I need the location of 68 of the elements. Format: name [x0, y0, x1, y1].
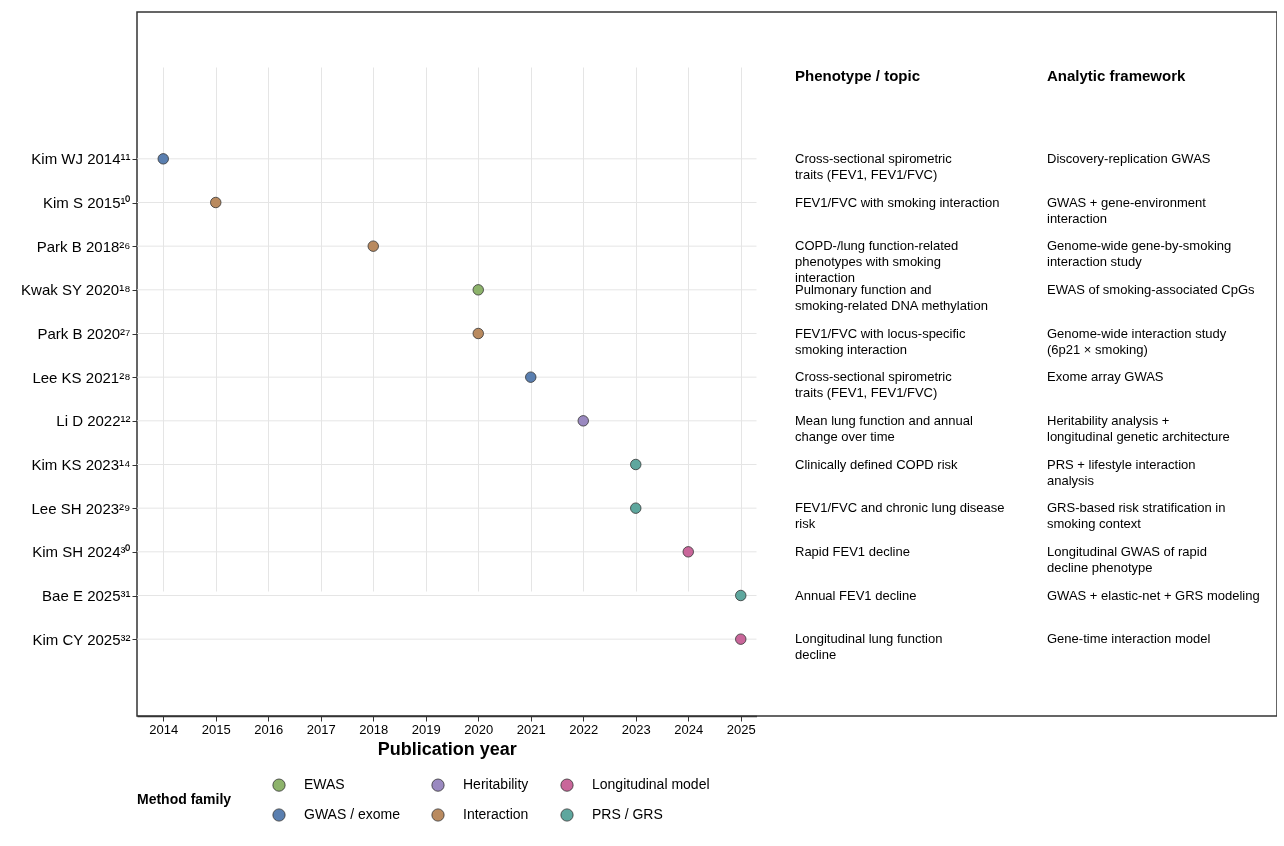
point	[210, 196, 222, 209]
text: Longitudinal GWAS of rapid decline phenotype	[1047, 543, 1207, 575]
x-tick-label: 2024	[674, 721, 704, 737]
y-tick-label: Bae E 2025³¹	[42, 587, 131, 604]
y-tick-label: Lee KS 2021²⁸	[32, 368, 131, 386]
x-tick-label: 2018	[359, 721, 389, 737]
point	[472, 327, 484, 340]
text: EWAS of smoking-associated CpGs	[1047, 281, 1256, 297]
text: Genome-wide gene-by-smoking interaction study	[1047, 238, 1232, 270]
point	[367, 240, 379, 252]
x-tick-label: 2020	[464, 721, 494, 737]
text: Analytic framework	[1047, 67, 1187, 84]
text: Rapid FEV1 decline	[795, 543, 910, 559]
point	[472, 284, 484, 296]
legend-label: EWAS	[304, 776, 345, 793]
y-tick-label: Kim S 2015¹⁰	[42, 194, 131, 211]
x-axis-title: Publication year	[377, 738, 517, 759]
text: FEV1/FVC with smoking interaction	[795, 194, 1000, 210]
text: Clinically defined COPD risk	[795, 456, 959, 472]
x-tick-label: 2015	[201, 721, 231, 737]
y-tick-label: Kim CY 2025³²	[32, 630, 131, 648]
text: Genome-wide interaction study (6p21 × smoking)	[1047, 325, 1227, 357]
point	[682, 546, 694, 558]
x-tick-label: 2021	[516, 721, 546, 737]
y-tick-label: Park B 2020²⁷	[37, 325, 131, 342]
x-tick-label: 2014	[149, 721, 179, 737]
x-tick-label: 2025	[726, 721, 756, 737]
y-tick-label: Kim SH 2024³⁰	[32, 543, 131, 561]
legend-label: Longitudinal model	[592, 776, 710, 793]
text: GWAS + gene-environment interaction	[1047, 194, 1207, 226]
text: Phenotype / topic	[795, 67, 921, 84]
text: FEV1/FVC with locus-specific smoking interaction	[795, 325, 966, 357]
x-tick-label: 2023	[621, 721, 651, 737]
text: Mean lung function and annual change over time	[795, 412, 973, 444]
text: Heritability analysis + longitudinal genetic architecture	[1047, 412, 1230, 444]
point	[630, 502, 642, 514]
text: Exome array GWAS	[1047, 369, 1164, 385]
text: Longitudinal lung function decline	[795, 631, 943, 663]
point	[630, 458, 642, 471]
legend-label: Interaction	[463, 806, 529, 822]
point	[735, 589, 747, 602]
text: Cross-sectional spirometric traits (FEV1, FEV1/FVC)	[795, 150, 953, 182]
legend-label: Heritability	[463, 776, 529, 793]
text: FEV1/FVC and chronic lung disease risk	[795, 500, 1005, 532]
x-tick-label: 2022	[569, 721, 599, 737]
point	[577, 415, 589, 427]
text: PRS + lifestyle interaction analysis	[1047, 456, 1196, 488]
legend-title: Method family	[137, 791, 232, 807]
x-tick-label: 2019	[411, 721, 441, 737]
y-tick-label: Li D 2022¹²	[56, 412, 131, 430]
text: GWAS + elastic-net + GRS modeling	[1047, 587, 1260, 603]
text: Discovery-replication GWAS	[1047, 150, 1211, 166]
y-tick-label: Lee SH 2023²⁹	[31, 499, 131, 517]
point	[525, 371, 537, 383]
text: Gene-time interaction model	[1047, 631, 1211, 647]
y-tick-label: Kim KS 2023¹⁴	[31, 456, 131, 473]
x-tick-label: 2017	[306, 721, 336, 737]
text: Cross-sectional spirometric traits (FEV1, FEV1/FVC)	[795, 369, 953, 401]
y-tick-label: Park B 2018²⁶	[36, 237, 131, 255]
x-tick-label: 2016	[254, 721, 284, 737]
y-tick-label: Kwak SY 2020¹⁸	[21, 281, 131, 299]
legend-label: GWAS / exome	[304, 806, 401, 822]
text: GRS-based risk stratification in smoking context	[1047, 500, 1226, 532]
text: Annual FEV1 decline	[795, 587, 917, 603]
point	[735, 633, 747, 645]
legend-label: PRS / GRS	[592, 806, 663, 822]
y-tick-label: Kim WJ 2014¹¹	[31, 150, 131, 168]
point	[157, 153, 169, 165]
